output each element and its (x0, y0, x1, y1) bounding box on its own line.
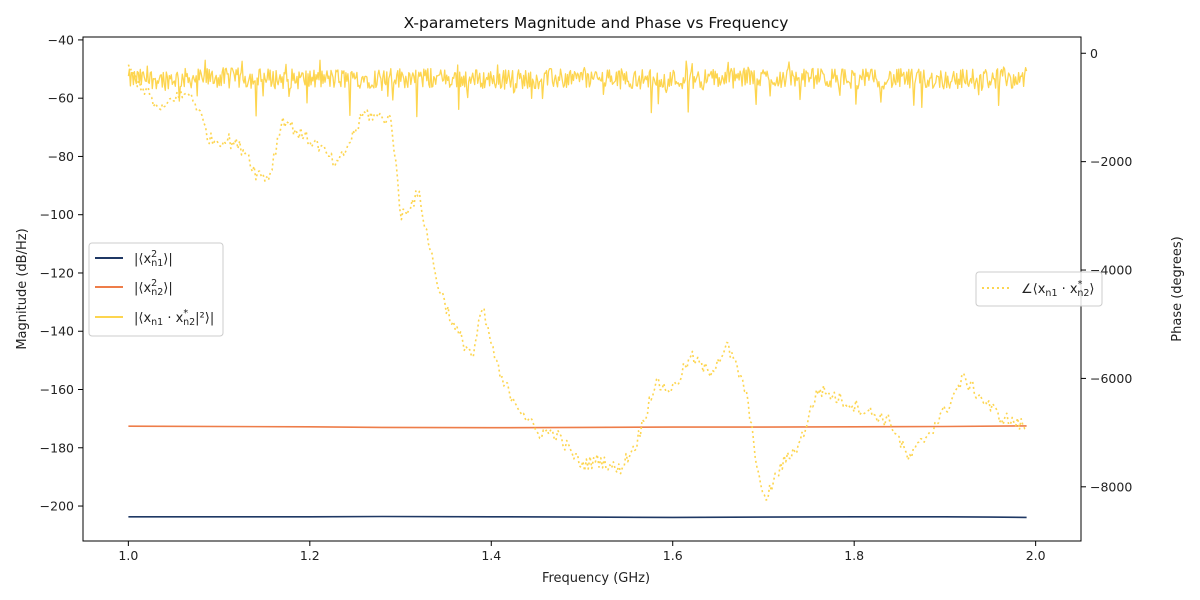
x-axis-label: Frequency (GHz) (542, 571, 650, 586)
series-line-3 (127, 64, 1027, 501)
y-right-tick-label: −2000 (1090, 154, 1132, 169)
legend-label-cross-magnitude: |⟨xn1 · x* n2|²⟩| (134, 308, 214, 328)
plot-content (127, 59, 1028, 519)
y-right-tick-label: −6000 (1090, 371, 1132, 386)
series-line-0 (128, 515, 1027, 519)
y-left-tick-label: −200 (40, 499, 74, 514)
x-tick-label: 1.8 (844, 548, 864, 563)
y-axis-right: 0−2000−4000−6000−8000 (1081, 46, 1132, 494)
y-left-tick-label: −40 (48, 32, 74, 47)
legend-label-xn1-squared: |⟨x2 n1⟩| (134, 249, 173, 269)
y-right-tick-label: −8000 (1090, 479, 1132, 494)
plot-frame (82, 36, 1082, 542)
y-left-tick-label: −180 (40, 440, 74, 455)
series-line-1 (128, 425, 1027, 429)
y-right-tick-label: 0 (1090, 46, 1098, 61)
y-axis-right-label: Phase (degrees) (1170, 236, 1185, 341)
y-axis-left: −40 −60 −80 −100 −120 −140 −160 −180 −200 (40, 32, 83, 514)
series-line-2 (127, 59, 1028, 118)
legend-right-box (975, 271, 1103, 307)
x-tick-label: 2.0 (1026, 548, 1046, 563)
chart-title: X-parameters Magnitude and Phase vs Freq… (404, 14, 789, 32)
y-left-tick-label: −80 (48, 149, 74, 164)
legend-right: ∠⟨xn1 · x* n2⟩ (975, 271, 1103, 307)
legend-label-xn2-squared: |⟨x2 n2⟩| (134, 278, 173, 298)
x-tick-label: 1.6 (663, 548, 683, 563)
x-tick-label: 1.4 (481, 548, 501, 563)
legend-left-box (88, 242, 224, 337)
legend-left: |⟨x2 n1⟩| |⟨x2 n2⟩| |⟨xn1 · x* n2|²⟩| (88, 242, 224, 337)
y-left-tick-label: −160 (40, 382, 74, 397)
x-axis: 1.0 1.2 1.4 1.6 1.8 2.0 (118, 541, 1046, 563)
y-left-tick-label: −100 (40, 207, 74, 222)
x-tick-label: 1.0 (118, 548, 138, 563)
y-left-tick-label: −120 (40, 265, 74, 280)
legend-label-cross-phase: ∠⟨xn1 · x* n2⟩ (1021, 279, 1095, 299)
y-left-tick-label: −60 (48, 91, 74, 106)
y-axis-left-label: Magnitude (dB/Hz) (15, 228, 30, 349)
y-left-tick-label: −140 (40, 324, 74, 339)
x-tick-label: 1.2 (300, 548, 320, 563)
